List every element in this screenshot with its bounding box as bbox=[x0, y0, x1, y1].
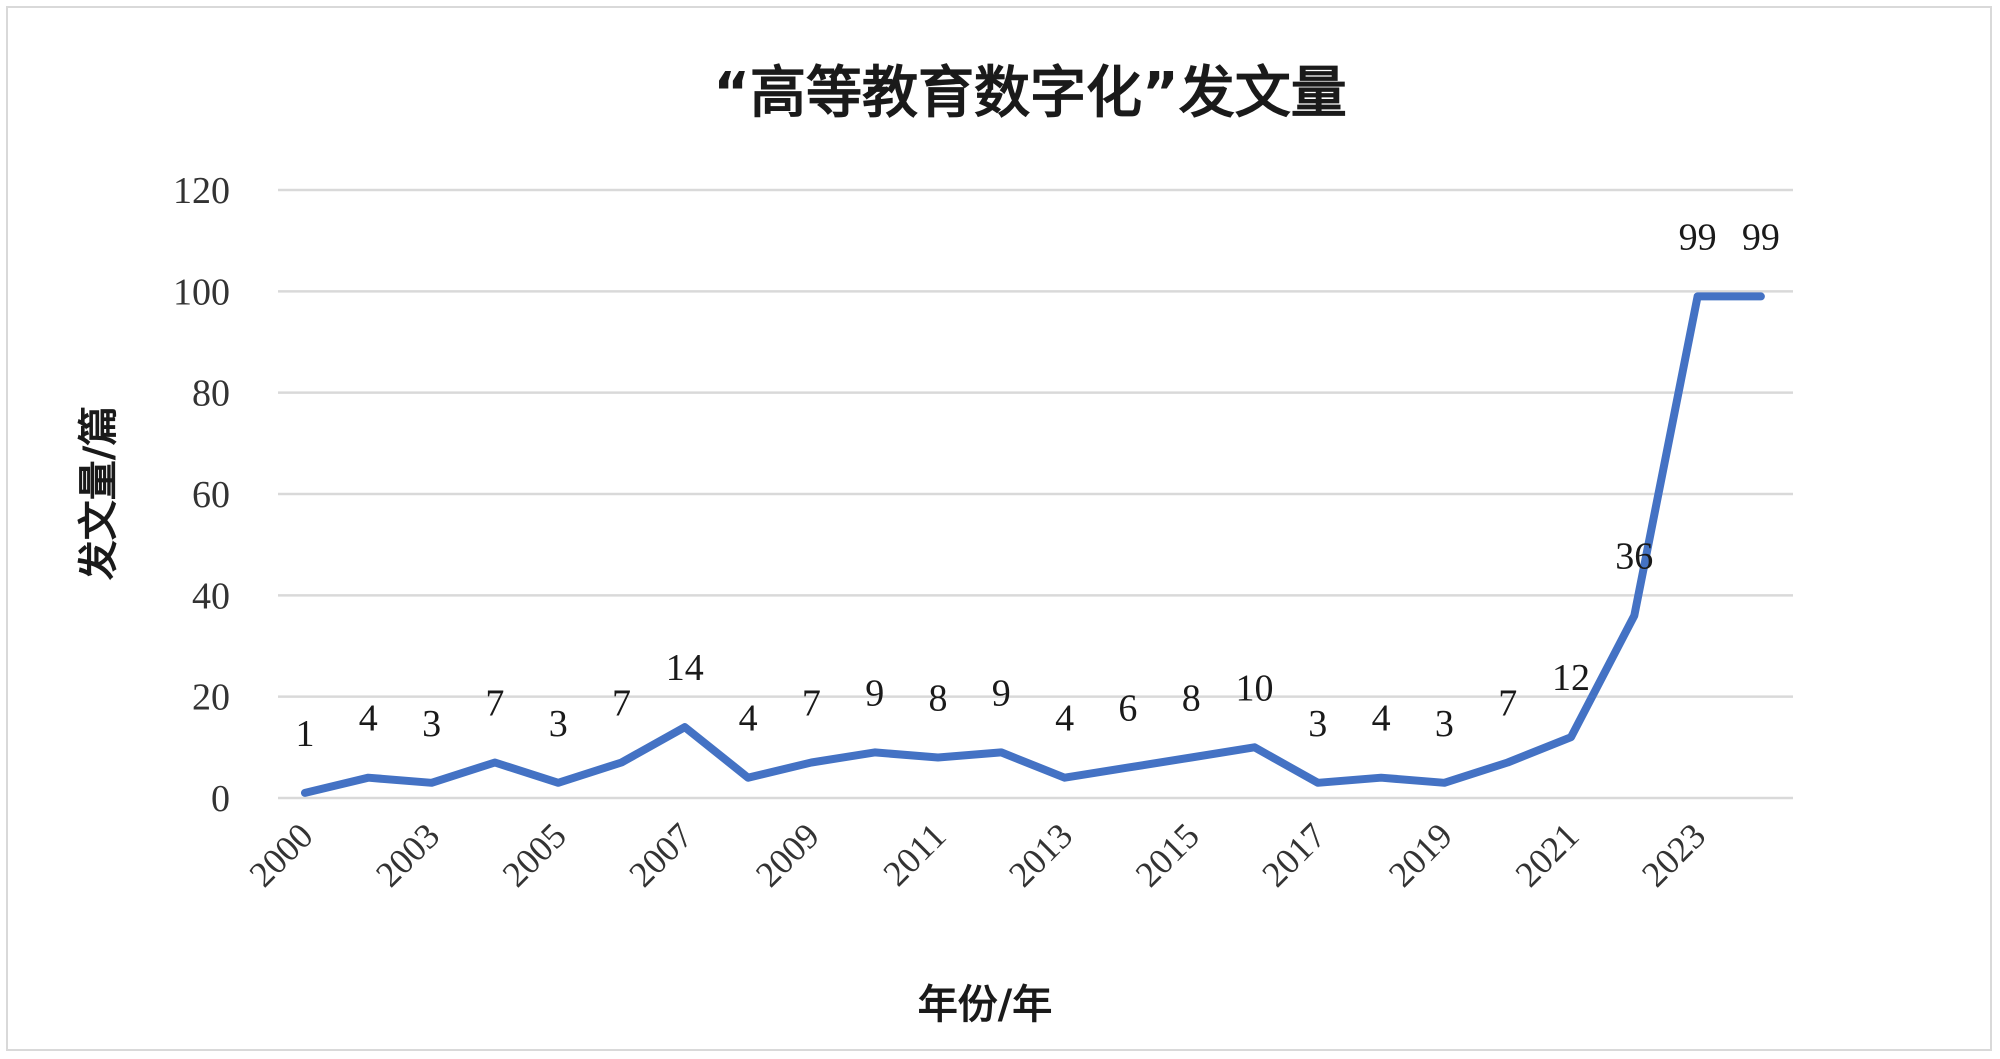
data-label: 7 bbox=[485, 683, 504, 725]
data-label: 36 bbox=[1615, 536, 1653, 578]
x-tick-label: 2017 bbox=[1254, 815, 1333, 894]
x-tick-label: 2003 bbox=[368, 815, 447, 894]
data-label: 3 bbox=[549, 703, 568, 745]
y-tick-label: 80 bbox=[192, 373, 230, 415]
data-point bbox=[555, 779, 562, 786]
y-axis-title: 发文量/篇 bbox=[76, 406, 122, 581]
data-point bbox=[1251, 744, 1258, 751]
y-tick-label: 40 bbox=[192, 575, 230, 617]
data-label: 3 bbox=[1435, 703, 1454, 745]
data-label: 7 bbox=[802, 683, 821, 725]
data-point bbox=[935, 754, 941, 761]
chart-frame bbox=[6, 6, 1992, 1051]
x-tick-label: 2007 bbox=[621, 815, 700, 894]
x-tick-label: 2019 bbox=[1381, 815, 1460, 894]
data-point bbox=[1441, 779, 1448, 786]
chart-title: “高等教育数字化”发文量 bbox=[713, 61, 1347, 126]
x-tick-label: 2015 bbox=[1128, 815, 1207, 894]
x-tick-label: 2021 bbox=[1507, 815, 1586, 894]
gridlines bbox=[278, 188, 1793, 800]
data-point bbox=[1694, 293, 1701, 300]
data-label: 9 bbox=[992, 672, 1011, 714]
data-label: 99 bbox=[1742, 216, 1780, 258]
data-label: 1 bbox=[296, 713, 315, 755]
series-line bbox=[301, 292, 1765, 797]
data-point bbox=[365, 774, 372, 781]
data-point bbox=[1568, 734, 1574, 741]
data-point bbox=[1314, 779, 1321, 786]
data-point bbox=[1757, 293, 1764, 300]
data-point bbox=[302, 789, 308, 796]
data-point bbox=[871, 749, 878, 756]
data-label: 99 bbox=[1679, 216, 1717, 258]
x-axis-ticks: 2000 2003 2005 2007 2009 2011 2013 2015 2017 2019… bbox=[241, 815, 1713, 894]
data-label: 9 bbox=[865, 672, 884, 714]
y-tick-label: 0 bbox=[211, 778, 230, 820]
data-point bbox=[491, 759, 498, 766]
data-label: 8 bbox=[929, 677, 948, 719]
data-label: 4 bbox=[1055, 698, 1074, 740]
data-label: 7 bbox=[612, 683, 631, 725]
x-tick-label: 2000 bbox=[241, 815, 320, 894]
data-point bbox=[998, 749, 1005, 756]
data-point bbox=[618, 759, 625, 766]
x-tick-label: 2023 bbox=[1634, 815, 1713, 894]
y-tick-label: 20 bbox=[192, 677, 230, 719]
x-tick-label: 2009 bbox=[748, 815, 827, 894]
data-label: 7 bbox=[1498, 683, 1517, 725]
data-label: 4 bbox=[1372, 698, 1391, 740]
data-point bbox=[1124, 764, 1131, 771]
y-tick-label: 100 bbox=[173, 271, 230, 313]
data-point bbox=[681, 724, 688, 731]
x-tick-label: 2013 bbox=[1001, 815, 1080, 894]
data-label: 14 bbox=[666, 647, 704, 689]
x-axis-title: 年份/年 bbox=[918, 982, 1053, 1028]
x-tick-label: 2005 bbox=[495, 815, 574, 894]
y-tick-label: 60 bbox=[192, 474, 230, 516]
data-point bbox=[1061, 774, 1068, 781]
data-point bbox=[1378, 774, 1385, 781]
data-point bbox=[1504, 759, 1511, 766]
data-label: 4 bbox=[359, 698, 378, 740]
data-label: 3 bbox=[1308, 703, 1327, 745]
x-tick-label: 2011 bbox=[875, 815, 953, 893]
data-label: 10 bbox=[1236, 667, 1274, 709]
data-label: 4 bbox=[739, 698, 758, 740]
data-point bbox=[428, 779, 435, 786]
y-axis-ticks: 0 20 40 60 80 100 120 bbox=[173, 170, 230, 820]
data-point bbox=[1631, 612, 1638, 619]
y-tick-label: 120 bbox=[173, 170, 230, 212]
data-point bbox=[808, 759, 815, 766]
data-label: 12 bbox=[1552, 657, 1590, 699]
data-label: 8 bbox=[1182, 677, 1201, 719]
data-point bbox=[745, 774, 752, 781]
data-label: 6 bbox=[1118, 688, 1137, 730]
series-lines bbox=[301, 292, 1765, 797]
data-point bbox=[1188, 754, 1195, 761]
data-label: 3 bbox=[422, 703, 441, 745]
